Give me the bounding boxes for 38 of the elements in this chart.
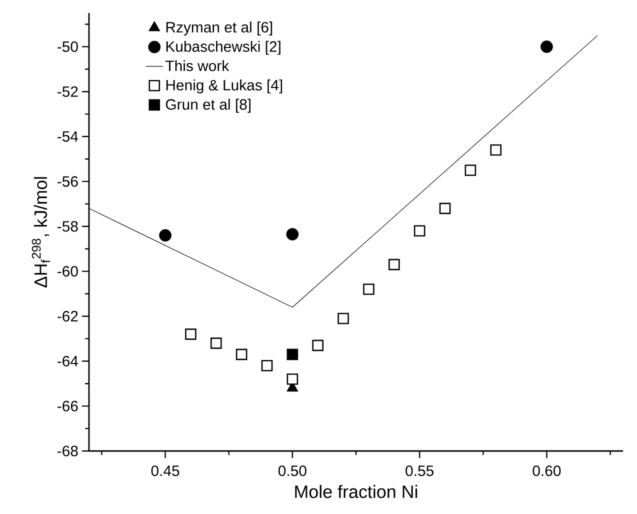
x-tick-label: 0.50 (278, 466, 306, 476)
legend-label: Rzyman et al [6] (166, 22, 272, 36)
point (464, 164, 476, 176)
point (312, 340, 324, 352)
legend-label: Kubaschewski [2] (166, 40, 280, 55)
y-tick-label: -56 (58, 176, 78, 187)
point (439, 202, 451, 214)
point (159, 229, 172, 242)
y-tick-label: -66 (58, 400, 78, 412)
point (286, 348, 298, 360)
legend-label: Henig & Lukas [4] (166, 79, 282, 94)
point (210, 338, 222, 349)
y-tick-label: -68 (58, 446, 78, 456)
point (540, 40, 553, 53)
x-tick-label: 0.45 (151, 466, 180, 476)
y-tick-label: -52 (58, 86, 78, 97)
x-tick-label: 0.60 (532, 466, 561, 476)
point (261, 360, 273, 372)
y-tick-label: -62 (58, 310, 78, 322)
y-axis-title: ΔH$_{f}$$^{298}$, kJ/mol (32, 177, 50, 288)
point (236, 348, 248, 360)
point (185, 328, 196, 340)
point (363, 284, 374, 295)
x-axis-title: Mole fraction Ni (295, 484, 418, 498)
y-tick-label: -58 (58, 221, 78, 232)
x-tick-label: 0.55 (406, 466, 434, 476)
y-tick-label: -54 (58, 131, 78, 142)
point (490, 144, 502, 156)
point (338, 312, 349, 324)
point (286, 228, 299, 240)
y-tick-label: -64 (58, 356, 78, 366)
point (286, 373, 298, 385)
legend-label: Grun et al [8] (166, 98, 250, 113)
point (414, 225, 426, 237)
point (388, 258, 400, 270)
y-tick-label: -60 (58, 266, 78, 277)
legend-label: This work (166, 60, 230, 72)
y-tick-label: -50 (58, 41, 78, 52)
